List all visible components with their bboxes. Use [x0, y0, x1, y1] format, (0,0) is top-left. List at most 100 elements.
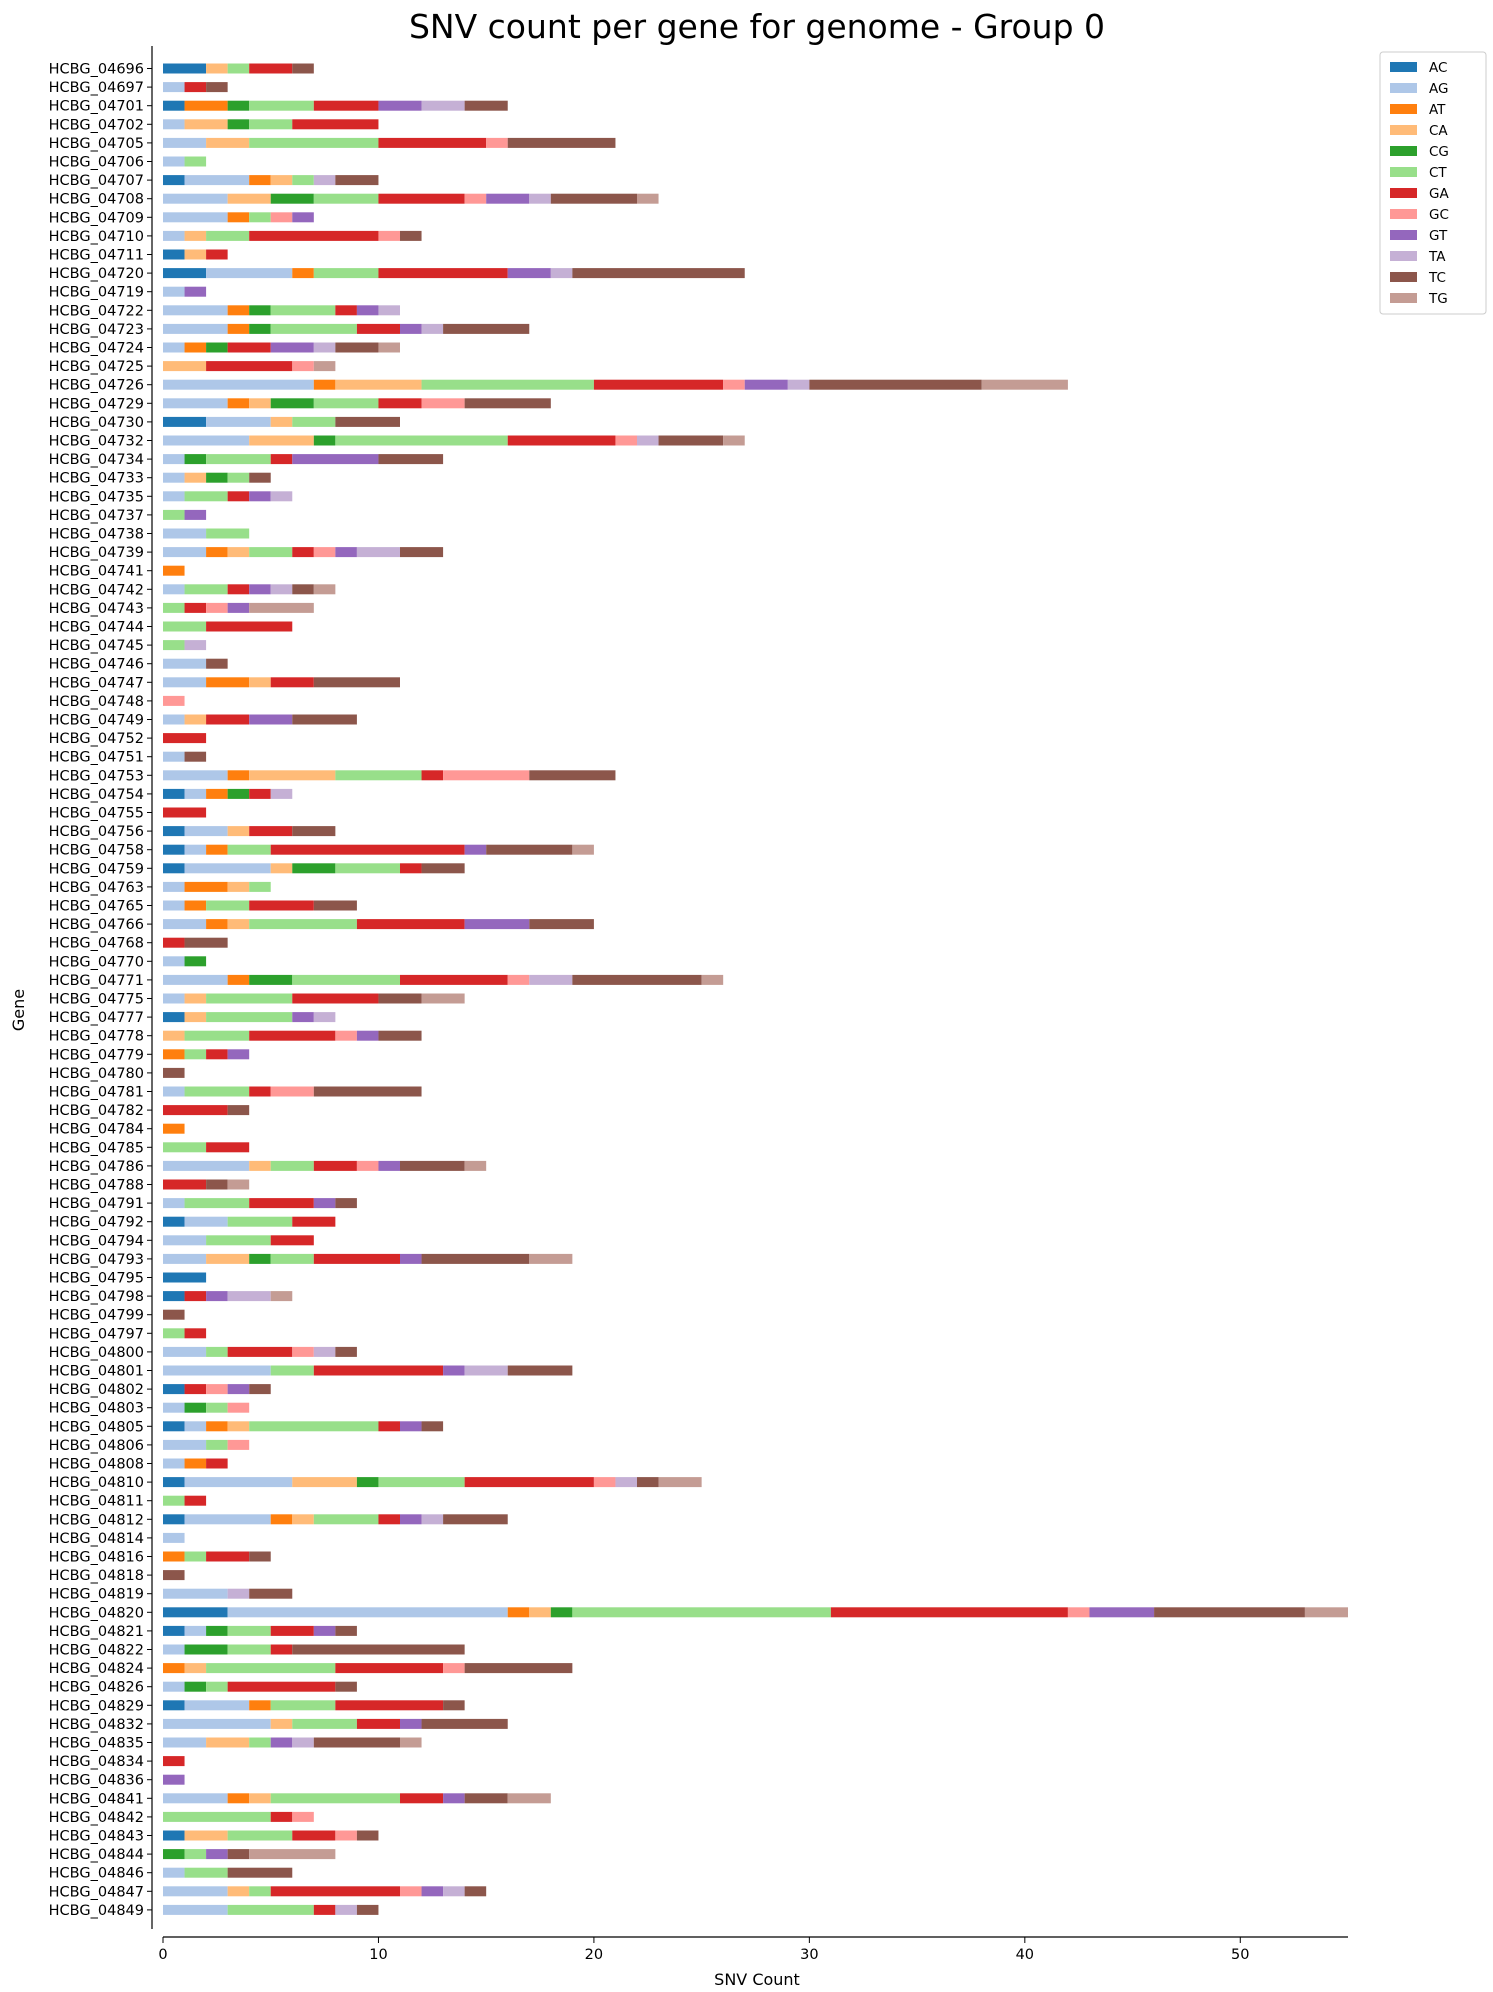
bar-segment-CT	[163, 509, 185, 520]
bar-segment-GT	[292, 454, 379, 465]
bar-segment-GA	[163, 1756, 185, 1767]
bar-segment-TC	[464, 100, 508, 111]
bar-segment-AG	[163, 900, 185, 911]
bar-segment-AG	[163, 454, 185, 465]
bar-segment-CT	[163, 1328, 185, 1339]
bar-segment-TA	[529, 974, 573, 985]
bar-segment-AT	[206, 844, 228, 855]
bar-segment-CG	[206, 1625, 228, 1636]
bar-segment-GC	[400, 1886, 422, 1897]
bar-segment-GT	[378, 1160, 400, 1171]
bar-segment-TG	[400, 1737, 422, 1748]
bar-segment-TC	[227, 1105, 250, 1116]
bar-segment-TC	[378, 993, 422, 1004]
bar-segment-GT	[249, 584, 271, 595]
bar-segment-AG	[163, 230, 185, 241]
bar-segment-GA	[206, 249, 228, 260]
bar-segment-TG	[981, 379, 1068, 390]
bar-segment-GC	[227, 1439, 250, 1450]
bar-segment-TC	[400, 230, 422, 241]
bar-segment-GA	[378, 398, 422, 409]
y-tick-label: HCBG_04748	[49, 694, 144, 710]
bar-segment-AG	[163, 342, 185, 353]
bar-segment-TC	[335, 175, 379, 186]
y-tick-label: HCBG_04780	[49, 1066, 144, 1082]
bar-segment-AG	[184, 788, 207, 799]
bar-segment-TC	[507, 1365, 573, 1376]
bar-segment-TG	[658, 1477, 702, 1488]
bar-segment-AT	[227, 398, 250, 409]
bar-segment-AC	[163, 1700, 185, 1711]
bar-segment-GA	[378, 137, 487, 148]
bar-segment-TC	[249, 1588, 293, 1599]
bar-segment-AC	[163, 268, 207, 279]
bar-segment-GT	[400, 1514, 422, 1525]
bar-segment-TC	[378, 454, 444, 465]
y-tick-label: HCBG_04788	[49, 1178, 144, 1194]
x-axis-label: SNV Count	[714, 1970, 800, 1989]
bar-segment-TC	[313, 677, 400, 688]
bar-segment-GA	[249, 230, 379, 241]
y-tick-label: HCBG_04844	[49, 1847, 144, 1863]
bar-segment-TC	[335, 416, 400, 427]
bar-segment-TC	[1154, 1607, 1305, 1618]
y-tick-label: HCBG_04795	[49, 1271, 144, 1287]
legend-label-CG: CG	[1429, 144, 1449, 160]
y-tick-label: HCBG_04705	[49, 136, 144, 152]
bar-segment-CT	[184, 1867, 228, 1878]
bar-segment-CA	[184, 472, 207, 483]
y-tick-label: HCBG_04812	[49, 1512, 144, 1528]
bar-segment-CG	[184, 454, 207, 465]
y-tick-label: HCBG_04811	[49, 1494, 144, 1510]
bar-segment-AG	[163, 1867, 185, 1878]
bar-segment-GT	[400, 1253, 422, 1264]
bar-segment-TG	[313, 584, 336, 595]
bar-segment-TC	[335, 1198, 357, 1209]
bar-segment-GC	[378, 230, 400, 241]
bar-segment-CT	[249, 119, 293, 130]
bar-segment-TA	[313, 175, 336, 186]
bar-segment-AC	[163, 1421, 185, 1432]
bar-segment-TG	[1304, 1607, 1348, 1618]
bar-segment-AT	[227, 770, 250, 781]
bar-segment-CT	[249, 881, 271, 892]
bar-segment-GA	[270, 1886, 400, 1897]
bar-segment-AG	[184, 1477, 293, 1488]
bar-segment-AG	[184, 1421, 207, 1432]
bar-segment-CT	[184, 1086, 250, 1097]
bar-segment-GA	[313, 1904, 336, 1915]
y-tick-label: HCBG_04697	[49, 80, 144, 96]
bar-segment-GC	[270, 1086, 314, 1097]
bar-segment-GA	[249, 826, 293, 837]
y-tick-label: HCBG_04732	[49, 434, 144, 450]
bar-segment-AG	[163, 212, 228, 223]
bar-segment-AG	[163, 1439, 207, 1450]
bar-segment-CT	[249, 1886, 271, 1897]
bar-segment-GT	[507, 268, 551, 279]
bar-segment-GT	[356, 305, 379, 316]
bar-segment-GA	[163, 807, 207, 818]
bar-segment-TA	[421, 323, 444, 334]
y-tick-label: HCBG_04806	[49, 1438, 144, 1454]
bar-segment-CA	[292, 1477, 357, 1488]
bar-segment-CT	[163, 602, 185, 613]
bar-segment-GA	[270, 1811, 293, 1822]
bar-segment-GA	[292, 1216, 336, 1227]
bar-segment-CT	[270, 1700, 336, 1711]
bar-segment-GA	[206, 714, 250, 725]
bar-segment-AT	[227, 1793, 250, 1804]
bar-segment-AC	[163, 788, 185, 799]
bar-segment-AG	[163, 1160, 250, 1171]
bar-segment-CT	[163, 1811, 271, 1822]
bar-segment-TG	[507, 1793, 551, 1804]
bar-segment-AC	[163, 63, 207, 74]
bar-segment-AG	[184, 1625, 207, 1636]
legend-swatch-AG	[1390, 83, 1417, 93]
bar-segment-CA	[206, 1737, 250, 1748]
y-tick-label: HCBG_04730	[49, 415, 144, 431]
y-tick-label: HCBG_04742	[49, 582, 144, 598]
bar-segment-AT	[184, 100, 228, 111]
x-tick-label: 30	[800, 1947, 818, 1963]
y-tick-label: HCBG_04834	[49, 1754, 144, 1770]
bar-segment-CA	[270, 175, 293, 186]
